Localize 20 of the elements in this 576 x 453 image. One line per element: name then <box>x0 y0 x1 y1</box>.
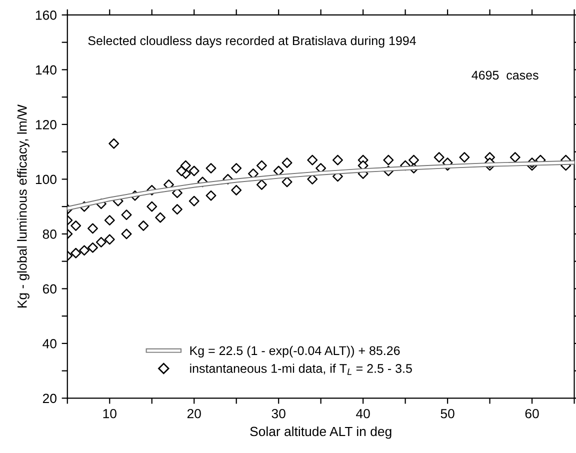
legend-label: instantaneous 1-mi data, if T$_{L}$ = 2.5 - 3.5 <box>190 364 412 375</box>
x-tick-label: 30 <box>272 408 286 418</box>
legend-label: Kg = 22.5 (1 - exp(-0.04 ALT)) + 85.26 <box>190 346 400 358</box>
annotation: Selected cloudless days recorded at Bratislava during 1994 <box>88 36 416 48</box>
y-tick-label: 140 <box>36 65 56 75</box>
y-tick-label: 160 <box>36 10 56 20</box>
x-tick-label: 40 <box>356 408 370 418</box>
x-tick-label: 20 <box>187 408 201 418</box>
y-axis-title: Kg - global luminous efficacy, lm/W <box>17 104 30 308</box>
annotation: 4695 cases <box>472 70 538 80</box>
y-tick-label: 80 <box>42 230 56 239</box>
y-tick-label: 100 <box>36 174 56 184</box>
y-tick-label: 120 <box>36 120 56 130</box>
x-axis-title: Solar altitude ALT in deg <box>250 426 392 439</box>
x-tick-label: 50 <box>440 408 454 418</box>
x-tick-label: 10 <box>103 408 116 418</box>
x-tick-label: 60 <box>525 408 539 418</box>
y-tick-label: 40 <box>42 339 56 348</box>
y-tick-label: 20 <box>42 394 56 404</box>
y-tick-label: 60 <box>42 284 56 294</box>
